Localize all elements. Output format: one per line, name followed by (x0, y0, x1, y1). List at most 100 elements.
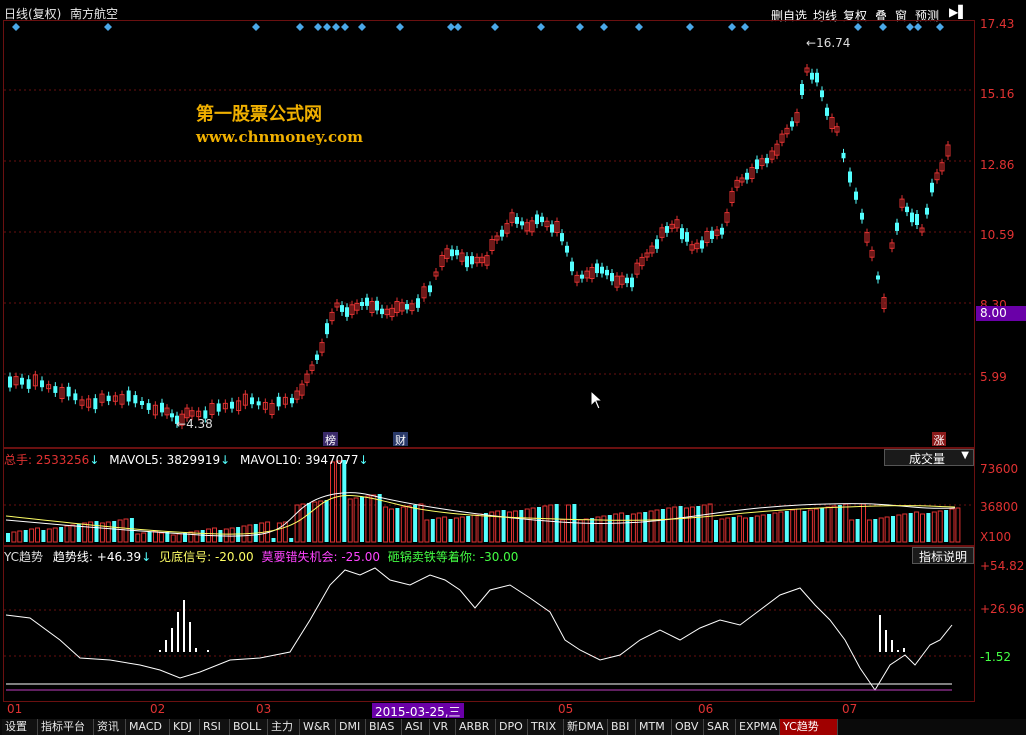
miss-chance-value: -25.00 (341, 550, 381, 564)
volume-bar (866, 519, 872, 543)
candle-up (644, 252, 650, 258)
window-button[interactable]: 窗 (895, 9, 908, 23)
tab-10[interactable]: BIAS (366, 719, 402, 735)
volume-bar (300, 503, 306, 543)
candle-down (580, 274, 584, 279)
finance-marker[interactable]: 财 (393, 432, 408, 447)
signal-diamond-icon (332, 23, 340, 31)
tab-9[interactable]: DMI (336, 719, 366, 735)
tab-22[interactable]: YC趋势 (780, 719, 838, 735)
tab-16[interactable]: 新DMA (564, 719, 608, 735)
watermark-title: 第一股票公式网 (196, 104, 322, 125)
candle-down (175, 415, 179, 424)
volume-bar (843, 503, 849, 543)
tab-8[interactable]: W&R (300, 719, 336, 735)
volume-bar (595, 516, 601, 543)
signal-diamond-icon (635, 23, 643, 31)
candle-down (203, 410, 208, 419)
candle-up (304, 373, 310, 383)
candle-down (630, 277, 634, 288)
candle-up (524, 222, 530, 232)
volume-bar (802, 511, 807, 542)
all-in-value: -30.00 (479, 550, 519, 564)
tab-12[interactable]: VR (430, 719, 456, 735)
candle-up (584, 270, 590, 279)
volume-bar (861, 503, 866, 543)
volume-bar (648, 510, 654, 543)
candle-down (216, 403, 221, 412)
signal-diamond-icon (396, 23, 404, 31)
volume-bar (678, 506, 683, 542)
indicator-help-button[interactable]: 指标说明 (912, 547, 974, 564)
volume-bar (23, 530, 28, 542)
candle-up (196, 410, 202, 418)
volume-bar (914, 511, 920, 543)
candle-up (774, 143, 780, 156)
expand-arrow-icon[interactable]: ▶▌ (949, 5, 968, 19)
candle-down (20, 377, 24, 385)
tab-20[interactable]: SAR (704, 719, 736, 735)
candle-up (59, 387, 65, 399)
all-in-label: 砸锅卖铁等着你: (387, 550, 476, 564)
volume-bar (112, 521, 117, 542)
candle-down (230, 401, 234, 409)
volume-bar (613, 513, 619, 543)
tab-17[interactable]: BBI (608, 719, 636, 735)
volume-bar (442, 516, 448, 543)
candle-down (570, 261, 574, 272)
candle-up (389, 307, 395, 318)
volume-bar (418, 503, 424, 543)
bottom-signal-label: 见底信号: (159, 550, 212, 564)
candle-down (66, 386, 71, 397)
tab-5[interactable]: RSI (200, 719, 230, 735)
tab-2[interactable]: 资讯 (94, 719, 126, 735)
indicator-select[interactable]: 成交量 ▼ (884, 449, 974, 466)
tab-14[interactable]: DPO (496, 719, 528, 735)
overlay-button[interactable]: 叠 (875, 9, 888, 23)
volume-bar (737, 515, 743, 543)
candle-up (634, 262, 640, 275)
tab-18[interactable]: MTM (636, 719, 672, 735)
tab-13[interactable]: ARBR (456, 719, 496, 735)
candle-up (674, 219, 680, 229)
tab-6[interactable]: BOLL (230, 719, 268, 735)
tab-3[interactable]: MACD (126, 719, 170, 735)
limit-up-marker[interactable]: 涨 (932, 432, 946, 447)
candle-down (365, 297, 369, 306)
candle-up (504, 223, 510, 234)
adjust-button[interactable]: 复权 (843, 9, 868, 23)
volume-bar (466, 516, 471, 542)
volume-bar (672, 506, 678, 543)
price-high-label: ←16.74 (806, 36, 851, 50)
price-tick: 10.59 (980, 228, 1015, 242)
candle-up (794, 112, 800, 123)
volume-bar (548, 504, 554, 543)
tab-21[interactable]: EXPMA (736, 719, 780, 735)
candle-up (714, 229, 720, 236)
volume-bar (46, 528, 52, 543)
remove-watchlist-button[interactable]: 删自选 (771, 9, 808, 23)
tab-19[interactable]: OBV (672, 719, 704, 735)
tab-11[interactable]: ASI (402, 719, 430, 735)
tab-0[interactable]: 设置 (2, 719, 38, 735)
candle-up (509, 212, 515, 223)
volume-bar (920, 513, 925, 543)
tab-1[interactable]: 指标平台 (38, 719, 94, 735)
price-tick: 15.16 (980, 87, 1015, 101)
candle-down (915, 214, 919, 225)
volume-bar (666, 507, 672, 543)
signal-diamond-icon (358, 23, 366, 31)
volume-bar (59, 527, 64, 542)
tab-4[interactable]: KDJ (170, 719, 200, 735)
dragon-tiger-marker[interactable]: 榜 (323, 432, 338, 447)
tab-7[interactable]: 主力 (268, 719, 300, 735)
volume-bar (70, 524, 76, 543)
tab-15[interactable]: TRIX (528, 719, 564, 735)
ma-button[interactable]: 均线 (813, 9, 838, 23)
volume-bar (158, 532, 164, 543)
forecast-button[interactable]: 预测 (915, 9, 940, 23)
candle-up (184, 407, 190, 419)
candle-down (133, 395, 138, 404)
volume-bar (117, 519, 123, 543)
